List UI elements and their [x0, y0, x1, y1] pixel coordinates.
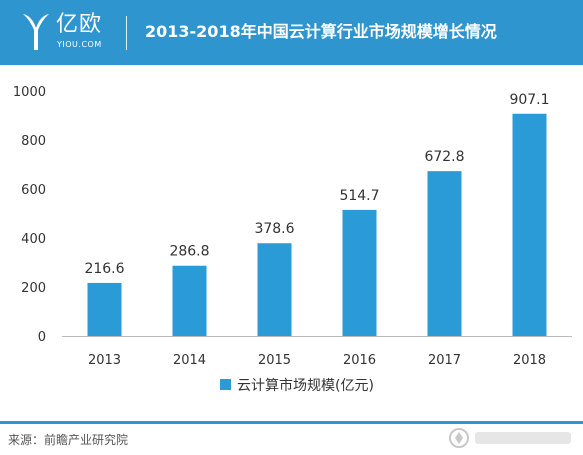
x-tick-label-2017: 2017: [428, 353, 461, 368]
y-tick-label-3: 600: [21, 183, 46, 198]
y-tick-label-1: 200: [21, 281, 46, 296]
bar-2018: [512, 113, 547, 336]
legend-label: 云计算市场规模(亿元): [237, 377, 374, 394]
brand-name: 亿欧: [56, 12, 103, 37]
footer-divider: [0, 421, 583, 424]
data-label-2016: 514.7: [339, 188, 379, 204]
bar-2016: [342, 209, 377, 336]
y-tick-label-2: 400: [21, 232, 46, 247]
source-note: 来源：前瞻产业研究院: [8, 433, 129, 447]
bars: [87, 113, 547, 336]
x-tick-label-2015: 2015: [258, 353, 291, 368]
legend: 云计算市场规模(亿元): [220, 377, 374, 394]
bar-2013: [87, 282, 122, 336]
header-divider: [126, 16, 127, 50]
data-label-2014: 286.8: [169, 244, 209, 260]
watermark-logo-icon: [449, 428, 571, 448]
data-label-2017: 672.8: [424, 149, 464, 165]
legend-swatch: [220, 379, 231, 390]
bar-2014: [172, 265, 207, 336]
data-labels: 216.6 286.8 378.6 514.7 672.8 907.1: [84, 92, 549, 277]
x-tick-label-2014: 2014: [173, 353, 206, 368]
data-label-2018: 907.1: [509, 92, 549, 108]
x-tick-label-2018: 2018: [513, 353, 546, 368]
header-bar: 亿欧 YIOU.COM 2013-2018年中国云计算行业市场规模增长情况: [0, 0, 583, 65]
data-label-2015: 378.6: [254, 221, 294, 237]
yiou-logo-icon: [23, 14, 49, 50]
y-tick-label-4: 800: [21, 134, 46, 149]
page-title: 2013-2018年中国云计算行业市场规模增长情况: [145, 22, 497, 41]
y-axis-ticks: 0 200 400 600 800 1000: [13, 85, 46, 345]
y-tick-label-0: 0: [38, 330, 46, 345]
brand-logo[interactable]: 亿欧 YIOU.COM: [20, 10, 120, 56]
y-tick-label-5: 1000: [13, 85, 46, 100]
x-axis-ticks: 2013 2014 2015 2016 2017 2018: [88, 353, 546, 368]
data-label-2013: 216.6: [84, 261, 124, 277]
brand-domain: YIOU.COM: [57, 40, 102, 49]
bar-2017: [427, 171, 462, 336]
bar-2015: [257, 243, 292, 336]
x-tick-label-2013: 2013: [88, 353, 121, 368]
x-tick-label-2016: 2016: [343, 353, 376, 368]
